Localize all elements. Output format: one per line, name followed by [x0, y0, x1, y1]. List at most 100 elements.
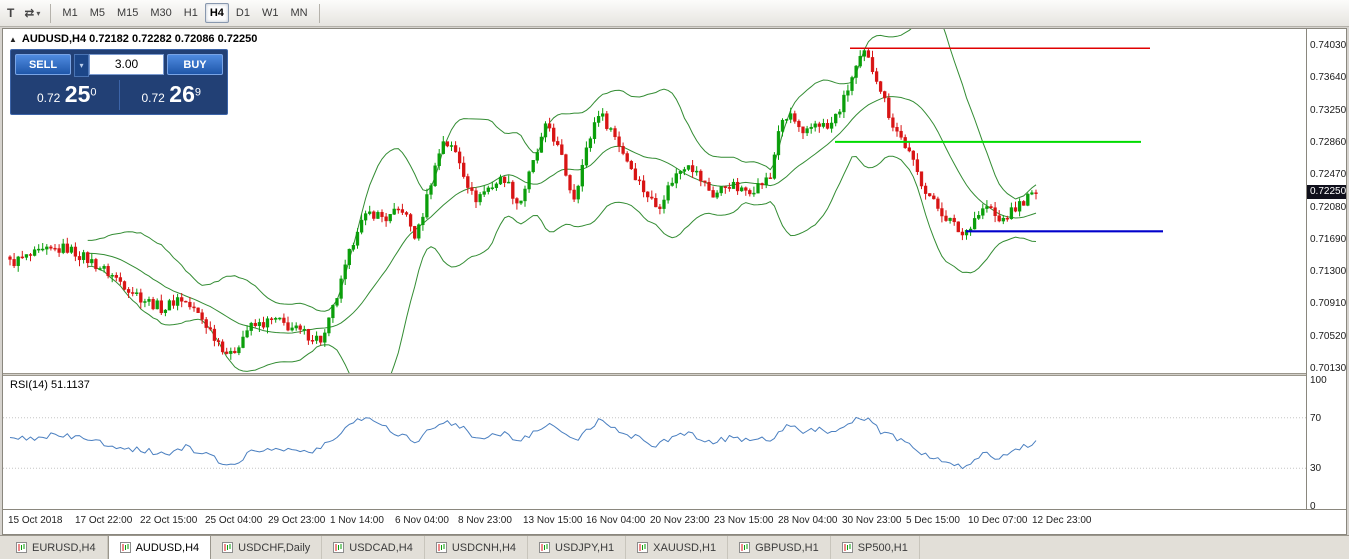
tab-audusd-h4[interactable]: AUDUSD,H4	[107, 536, 212, 559]
price-axis-label: 0.72470	[1310, 169, 1347, 181]
time-axis-label: 10 Dec 07:00	[968, 515, 1028, 526]
chart-window: ▲ AUDUSD,H4 0.72182 0.72282 0.72086 0.72…	[2, 28, 1347, 535]
timeframe-w1[interactable]: W1	[261, 7, 279, 19]
buy-button[interactable]: BUY	[167, 54, 223, 75]
timeframe-h4[interactable]: H4	[204, 3, 229, 23]
timeframe-m30[interactable]: M30	[150, 7, 172, 19]
time-axis-label: 22 Oct 15:00	[140, 515, 198, 526]
price-axis-label: 0.70130	[1310, 363, 1347, 374]
time-axis-label: 16 Nov 04:00	[586, 515, 646, 526]
rsi-axis-label: 70	[1310, 412, 1322, 424]
volume-input[interactable]: 3.00	[89, 54, 164, 75]
mini-chart-icon	[841, 542, 853, 553]
time-axis-label: 20 Nov 23:00	[650, 515, 710, 526]
mini-chart-icon	[333, 542, 345, 553]
chart-type-icon: ⇄	[24, 6, 35, 20]
time-axis-label: 17 Oct 22:00	[75, 515, 133, 526]
price-axis-label: 0.73250	[1310, 104, 1347, 116]
chevron-down-icon: ▾	[36, 8, 41, 18]
time-axis-label: 15 Oct 2018	[8, 515, 63, 526]
tab-usdchf-daily[interactable]: USDCHF,Daily	[211, 536, 323, 559]
toolbar: T ⇄ ▾ M1 M5 M15 M30 H1 H4 D1 W1 MN	[0, 0, 1349, 27]
timeframe-group: M1 M5 M15 M30 H1 H4 D1 W1 MN	[56, 3, 313, 23]
current-price-tag: 0.72250	[1307, 185, 1346, 200]
buy-price-prefix: 0.72	[141, 91, 165, 105]
time-axis-label: 23 Nov 15:00	[714, 515, 774, 526]
mini-chart-icon	[222, 542, 234, 553]
timeframe-h1[interactable]: H1	[183, 7, 198, 19]
time-axis[interactable]: 15 Oct 2018 17 Oct 22:00 22 Oct 15:00 25 Oc…	[3, 509, 1346, 533]
tab-usdjpy-h1[interactable]: USDJPY,H1	[528, 536, 627, 559]
tab-usdcad-h4[interactable]: USDCAD,H4	[322, 536, 425, 559]
buy-price[interactable]: 0.72 269	[120, 80, 224, 110]
tab-xauusd-h1[interactable]: XAUUSD,H1	[626, 536, 729, 559]
buy-price-big: 26	[169, 81, 195, 107]
one-click-trade-panel: SELL ▾ 3.00 BUY 0.72 250 0.72 269	[10, 49, 228, 115]
price-axis-label: 0.71300	[1310, 266, 1347, 278]
chart-type-button[interactable]: ⇄ ▾	[19, 2, 45, 24]
tab-label: USDCHF,Daily	[238, 541, 311, 554]
price-axis-label: 0.70520	[1310, 330, 1347, 342]
mini-chart-icon	[739, 542, 751, 553]
timeframe-m15[interactable]: M15	[116, 7, 139, 19]
rsi-axis-label: 0	[1310, 501, 1316, 512]
price-axis-label: 0.72860	[1310, 136, 1347, 148]
timeframe-m1[interactable]: M1	[62, 7, 78, 19]
timeframe-m5[interactable]: M5	[89, 7, 105, 19]
timeframe-d1[interactable]: D1	[235, 7, 250, 19]
toolbar-separator	[318, 3, 320, 23]
time-axis-label: 8 Nov 23:00	[458, 515, 512, 526]
one-click-trading-toggle-icon[interactable]: ▲	[9, 34, 17, 44]
mini-chart-icon	[637, 542, 649, 553]
tab-eurusd-h4[interactable]: EURUSD,H4	[5, 536, 108, 559]
time-axis-label: 29 Oct 23:00	[268, 515, 326, 526]
tab-label: SP500,H1	[857, 541, 908, 554]
sell-price-big: 25	[64, 81, 91, 107]
tab-usdcnh-h4[interactable]: USDCNH,H4	[425, 536, 529, 559]
timeframe-mn[interactable]: MN	[290, 7, 308, 19]
mini-chart-icon	[435, 542, 447, 553]
mini-chart-icon	[539, 542, 551, 553]
time-axis-label: 1 Nov 14:00	[330, 515, 384, 526]
sell-button[interactable]: SELL	[15, 54, 71, 75]
tab-label: USDCAD,H4	[349, 541, 413, 554]
buy-price-sup: 9	[194, 86, 202, 99]
tab-label: AUDUSD,H4	[135, 541, 200, 554]
time-axis-label: 12 Dec 23:00	[1032, 515, 1092, 526]
tab-label: EURUSD,H4	[32, 541, 96, 554]
tab-gbpusd-h1[interactable]: GBPUSD,H1	[728, 536, 831, 559]
tab-label: USDJPY,H1	[555, 541, 615, 554]
sell-price-sup: 0	[90, 86, 97, 99]
price-axis-label: 0.70910	[1310, 298, 1347, 310]
rsi-line	[9, 416, 1037, 470]
time-axis-label: 30 Nov 23:00	[842, 515, 902, 526]
tab-label: USDCNH,H4	[451, 541, 517, 554]
price-axis-label: 0.71690	[1310, 233, 1347, 245]
time-axis-label: 13 Nov 15:00	[523, 515, 583, 526]
price-axis[interactable]: 0.72250 0.74030 0.73640 0.73250 0.72860 0.72…	[1306, 29, 1347, 512]
time-axis-label: 25 Oct 04:00	[205, 515, 263, 526]
tab-label: XAUUSD,H1	[653, 541, 717, 554]
sell-price[interactable]: 0.72 250	[15, 80, 119, 110]
mini-chart-icon	[119, 542, 131, 553]
bollinger-bands	[87, 29, 1037, 373]
sell-price-prefix: 0.72	[36, 91, 61, 105]
chart-rsi-splitter[interactable]	[3, 373, 1346, 376]
tab-label: GBPUSD,H1	[755, 541, 819, 554]
price-axis-label: 0.72080	[1310, 201, 1347, 213]
candlestick-series	[8, 47, 1038, 360]
price-axis-label: 0.74030	[1310, 40, 1347, 51]
rsi-chart-canvas[interactable]	[3, 376, 1306, 508]
text-tool-icon: T	[7, 6, 15, 20]
text-tool-button[interactable]: T	[2, 2, 19, 24]
toolbar-separator	[50, 3, 52, 23]
price-axis-label: 0.73640	[1310, 72, 1347, 84]
price-divider	[118, 80, 120, 110]
tab-sp500-h1[interactable]: SP500,H1	[831, 536, 920, 559]
rsi-axis-label: 30	[1310, 463, 1322, 475]
time-axis-label: 5 Dec 15:00	[906, 515, 960, 526]
rsi-axis-label: 100	[1310, 375, 1327, 386]
volume-dropdown-icon[interactable]: ▾	[74, 54, 89, 77]
volume-control: ▾ 3.00	[74, 54, 164, 77]
chart-tab-bar: EURUSD,H4 AUDUSD,H4 USDCHF,Daily USDCAD,H4 U…	[0, 535, 1349, 559]
